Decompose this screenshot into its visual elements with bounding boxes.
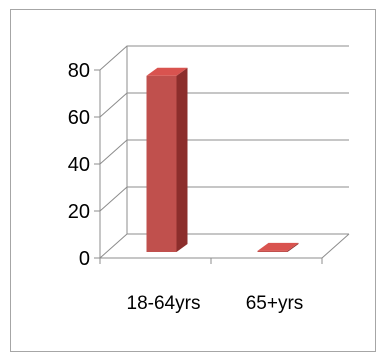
gridline-80 xyxy=(99,45,349,71)
bar-top xyxy=(146,67,188,76)
bar-top xyxy=(257,242,299,251)
bar-front xyxy=(146,75,177,252)
bar-side xyxy=(176,67,188,252)
y-tick-labels: 0 20 40 60 80 xyxy=(68,60,90,270)
chart-frame xyxy=(10,9,376,352)
bar-front xyxy=(257,250,288,252)
y-tick-label-80: 80 xyxy=(68,60,90,82)
bar-a xyxy=(146,67,188,252)
gridline-60 xyxy=(99,92,349,118)
x-category-label: 18-64yrs xyxy=(127,293,201,314)
x-category-labels: 18-64yrs 65+yrs xyxy=(127,293,304,314)
bar-b xyxy=(257,242,299,252)
bars xyxy=(146,67,299,252)
grid-lines xyxy=(99,45,349,259)
x-category-label: 65+yrs xyxy=(246,293,304,314)
gridline-40 xyxy=(99,139,349,165)
y-tick-label-0: 0 xyxy=(79,248,90,270)
y-tick-label-40: 40 xyxy=(68,154,90,176)
axes xyxy=(94,69,350,264)
gridline-0 xyxy=(99,233,349,259)
y-tick-label-20: 20 xyxy=(68,201,90,223)
y-tick-label-60: 60 xyxy=(68,107,90,129)
floor-right-edge xyxy=(321,233,350,259)
bar-side xyxy=(287,242,299,252)
gridline-20 xyxy=(99,186,349,212)
